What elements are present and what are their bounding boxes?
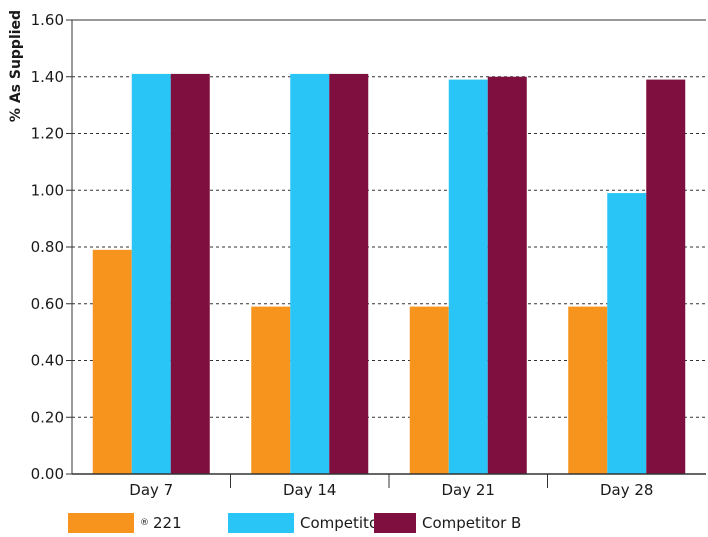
x-category-labels: Day 7 Day 14 Day 21 Day 28	[129, 481, 653, 499]
bar-competitor-a-day-21	[448, 79, 488, 475]
legend: ® 221 Competitor A Competitor B	[0, 512, 708, 536]
registered-mark: ®	[140, 518, 149, 528]
legend-swatch-competitor-b	[374, 513, 416, 533]
bar-221-day-28	[568, 306, 608, 474]
y-tick-label: 0.80	[31, 238, 64, 256]
y-tick-label: 1.00	[31, 181, 64, 199]
x-category-label: Day 7	[129, 481, 173, 499]
bar-221-day-21	[409, 306, 449, 474]
legend-item-221: ® 221	[68, 512, 182, 534]
y-tick-label: 0.20	[31, 408, 64, 426]
bar-competitor-a-day-28	[607, 193, 647, 474]
legend-item-competitor-b: Competitor B	[374, 512, 521, 534]
y-tick-label: 1.40	[31, 68, 64, 86]
bar-competitor-b-day-21	[487, 76, 527, 474]
y-tick-label: 1.60	[31, 11, 64, 29]
bar-competitor-a-day-14	[290, 73, 330, 474]
legend-swatch-221	[68, 513, 134, 533]
x-category-label: Day 21	[442, 481, 495, 499]
legend-swatch-competitor-a	[228, 513, 294, 533]
y-tick-label: 0.60	[31, 295, 64, 313]
legend-label-221: 221	[153, 514, 182, 532]
bars	[92, 73, 686, 475]
y-tick-label: 0.40	[31, 352, 64, 370]
y-axis-label: % As Supplied	[8, 10, 24, 122]
bar-221-day-14	[251, 306, 291, 474]
bar-221-day-7	[92, 249, 132, 474]
bar-competitor-b-day-7	[170, 73, 210, 474]
x-category-label: Day 28	[600, 481, 653, 499]
y-tick-labels: 0.00 0.20 0.40 0.60 0.80 1.00 1.20 1.40 1.60	[31, 11, 64, 483]
bar-competitor-b-day-14	[329, 73, 369, 474]
y-tick-label: 0.00	[31, 465, 64, 483]
axes	[66, 19, 706, 488]
bar-competitor-b-day-28	[646, 79, 686, 475]
legend-label-competitor-b: Competitor B	[422, 514, 522, 532]
y-tick-label: 1.20	[31, 125, 64, 143]
bar-competitor-a-day-7	[131, 73, 171, 474]
x-category-label: Day 14	[283, 481, 336, 499]
